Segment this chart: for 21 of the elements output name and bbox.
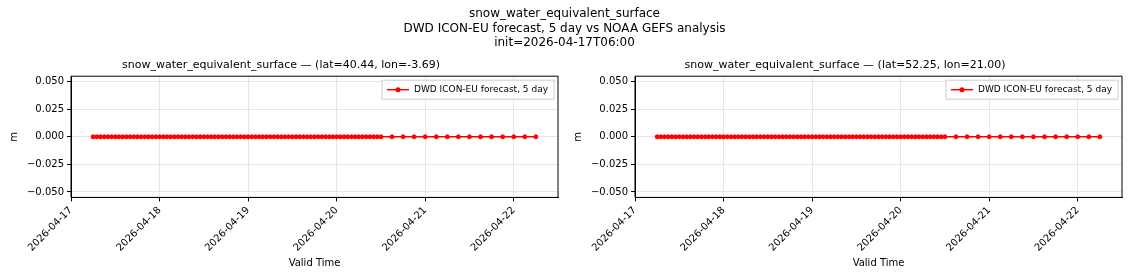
y-tick-label: 0.050 <box>599 75 629 87</box>
y-tick-label: 0.050 <box>35 75 65 87</box>
y-tick-label: −0.050 <box>590 185 629 197</box>
chart-title: snow_water_equivalent_surface — (lat=52.25, lon=21.00) <box>684 58 1006 72</box>
text: init=2026-04-17T06:00 <box>493 35 636 50</box>
y-axis-title: m <box>7 131 19 142</box>
legend-label: DWD ICON-EU forecast, 5 day <box>413 84 549 95</box>
x-axis-title: Valid Time <box>852 256 905 268</box>
y-axis-title: m <box>571 131 583 142</box>
text: DWD ICON-EU forecast, 5 day vs NOAA GEFS analysis <box>402 20 727 35</box>
y-tick-label: −0.025 <box>26 157 65 169</box>
y-tick-label: 0.000 <box>599 130 629 142</box>
y-tick-label: 0.000 <box>35 130 65 142</box>
text: snow_water_equivalent_surface <box>468 6 661 21</box>
legend-label: DWD ICON-EU forecast, 5 day <box>977 84 1113 95</box>
x-axis-title: Valid Time <box>288 256 341 268</box>
y-tick-label: 0.025 <box>35 102 65 114</box>
y-tick-label: −0.050 <box>26 185 65 197</box>
y-tick-label: −0.025 <box>590 157 629 169</box>
y-tick-label: 0.025 <box>599 102 629 114</box>
chart-title: snow_water_equivalent_surface — (lat=40.44, lon=-3.69) <box>122 58 440 72</box>
